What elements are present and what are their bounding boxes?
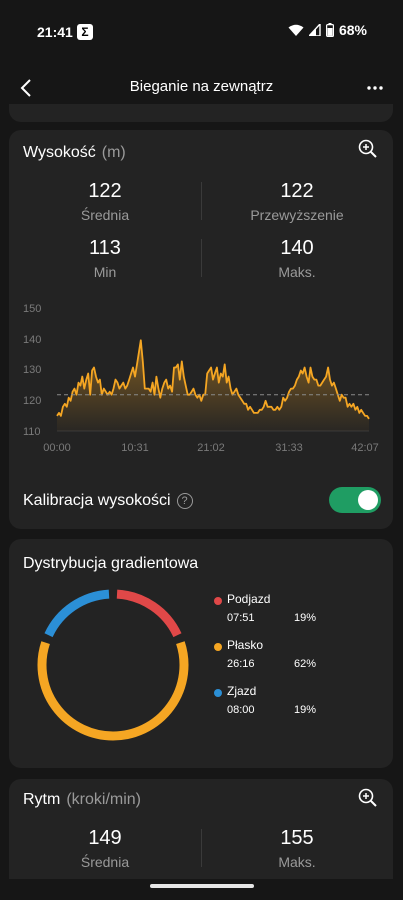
legend-percent: 62% [294,658,317,670]
more-options-button[interactable] [361,76,389,100]
cadence-title: Rytm (kroki/min) [23,791,141,809]
previous-card-edge [9,104,393,122]
y-tick-label: 110 [23,426,41,438]
page-title: Bieganie na zewnątrz [129,78,274,95]
x-tick-label: 42:07 [351,442,379,454]
donut-segment-0 [116,589,182,638]
calibration-label: Kalibracja wysokości [23,492,171,509]
gradient-donut-chart [37,589,189,741]
stat-label: Średnia [80,854,130,870]
more-dots-icon [367,86,383,90]
notification-app-icon: Σ [77,24,93,40]
home-indicator[interactable] [150,884,254,888]
stat-value: 149 [88,827,122,849]
donut-segment-2 [44,589,110,638]
wifi-icon [288,24,304,36]
legend-name: Zjazd [227,684,257,698]
altitude-chart [56,339,370,432]
stat-divider [201,829,202,867]
altitude-area [57,340,369,431]
legend-item-descent: Zjazd 08:00 19% [214,684,334,730]
altitude-card: Wysokość (m) 122 Średnia 122 Przewyższenie … [9,130,393,529]
stat-label: Przewyższenie [250,207,344,223]
altitude-title: Wysokość (m) [23,144,126,162]
altitude-max-stat: 140 Maks. [201,237,393,280]
stat-label: Min [93,264,117,280]
battery-percent: 68% [338,22,367,38]
stat-value: 140 [280,237,314,259]
legend-name: Płasko [227,638,264,652]
donut-segment-1 [37,641,189,741]
gradient-legend: Podjazd 07:51 19% Płasko 26:16 62% Zjazd… [214,592,334,730]
x-tick-label: 00:00 [43,442,71,454]
cadence-max-stat: 155 Maks. [201,827,393,870]
stat-value: 122 [88,180,122,202]
chevron-left-icon [20,79,31,97]
legend-time: 08:00 [227,704,255,716]
cellular-signal-icon [308,24,321,36]
battery-icon [325,23,334,37]
toggle-knob [358,490,378,510]
x-tick-label: 10:31 [121,442,149,454]
altitude-unit: (m) [101,144,126,161]
altitude-min-stat: 113 Min [9,237,201,280]
gradient-title: Dystrybucja gradientowa [23,555,199,572]
y-tick-label: 130 [23,364,42,376]
stat-divider [201,239,202,277]
legend-item-flat: Płasko 26:16 62% [214,638,334,684]
calibration-row: Kalibracja wysokości? [23,492,193,510]
x-tick-label: 31:33 [275,442,303,454]
y-tick-label: 120 [23,395,42,407]
legend-percent: 19% [294,612,317,624]
stat-value: 155 [280,827,314,849]
altitude-line [56,339,370,420]
status-bar: 21:41 Σ 68% [0,0,403,64]
legend-time: 07:51 [227,612,255,624]
legend-name: Podjazd [227,592,271,606]
app-bar: Bieganie na zewnątrz [0,64,403,112]
stat-divider [201,182,202,220]
stat-label: Maks. [278,854,316,870]
x-tick-label: 21:02 [197,442,225,454]
back-button[interactable] [12,74,40,102]
cadence-average-stat: 149 Średnia [9,827,201,870]
calibration-toggle[interactable] [329,487,381,513]
legend-percent: 19% [294,704,317,716]
stat-label: Maks. [278,264,316,280]
legend-dot [214,689,222,697]
status-indicators: 68% [288,22,367,38]
legend-time: 26:16 [227,658,255,670]
cadence-unit: (kroki/min) [66,791,141,808]
legend-dot [214,643,222,651]
stat-value: 113 [89,237,121,259]
y-tick-label: 140 [23,334,42,346]
stat-label: Średnia [80,207,130,223]
altitude-gain-stat: 122 Przewyższenie [201,180,393,223]
legend-dot [214,597,222,605]
gradient-card: Dystrybucja gradientowa Podjazd 07:51 19… [9,539,393,768]
altitude-title-text: Wysokość [23,144,96,161]
cadence-title-text: Rytm [23,791,61,808]
legend-item-climb: Podjazd 07:51 19% [214,592,334,638]
zoom-in-icon[interactable] [357,138,379,160]
y-tick-label: 150 [23,303,42,315]
stat-value: 122 [280,180,314,202]
status-time: 21:41 [37,24,73,40]
zoom-in-icon[interactable] [357,787,379,809]
help-icon[interactable]: ? [176,492,193,509]
cadence-card: Rytm (kroki/min) 149 Średnia 155 Maks. [9,779,393,879]
altitude-average-stat: 122 Średnia [9,180,201,223]
